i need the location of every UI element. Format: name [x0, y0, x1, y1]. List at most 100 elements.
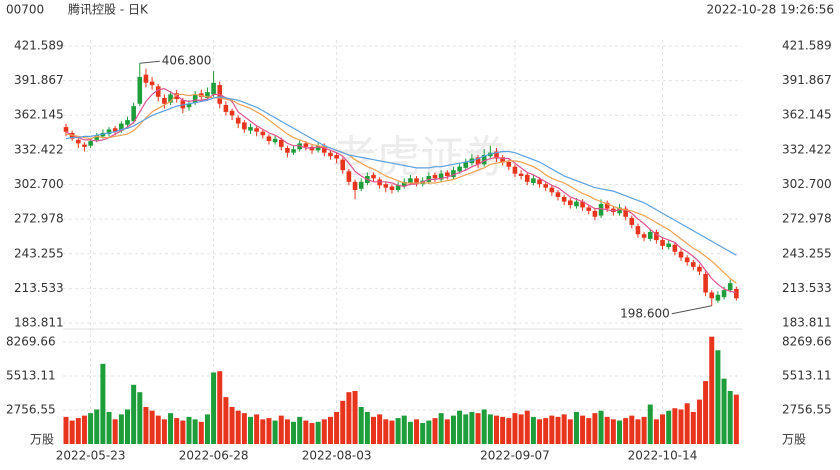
volume-bar — [635, 419, 641, 444]
candle-body — [352, 181, 358, 190]
volume-bar — [660, 414, 666, 444]
volume-bar — [297, 416, 303, 444]
volume-bar — [573, 411, 579, 444]
volume-bar — [272, 420, 278, 444]
volume-bar — [204, 414, 210, 444]
volume-bar — [696, 399, 702, 444]
candle-body — [475, 157, 481, 165]
volume-bar — [426, 420, 432, 444]
y-tick-label: 362.145 — [14, 108, 64, 122]
candle-body — [248, 127, 253, 131]
candle-body — [660, 240, 665, 246]
candle-body — [445, 172, 450, 176]
volume-bar — [63, 416, 69, 444]
x-tick-label: 2022-10-14 — [628, 449, 698, 463]
y-tick-label-right: 332.422 — [782, 142, 832, 156]
y-tick-label: 213.533 — [14, 281, 64, 295]
volume-tick-label-right: 5513.11 — [782, 368, 832, 382]
volume-bar — [106, 411, 112, 444]
y-tick-label: 391.867 — [14, 73, 64, 87]
candle-body — [358, 181, 364, 189]
volume-bar — [432, 418, 438, 444]
annotation-leader — [671, 305, 712, 315]
ma-line — [65, 96, 737, 256]
candle-body — [346, 171, 352, 182]
volume-bar — [555, 416, 561, 444]
timestamp: 2022-10-28 19:26:56 — [707, 3, 834, 17]
candle-body — [414, 178, 419, 183]
volume-bar — [229, 406, 235, 444]
volume-bar — [389, 420, 395, 444]
volume-bar — [198, 421, 204, 444]
candle-body — [568, 200, 573, 206]
candle-body — [438, 173, 444, 180]
candle-body — [672, 244, 678, 252]
candle-body — [641, 234, 647, 238]
candle-body — [272, 138, 278, 143]
y-tick-label-right: 302.700 — [782, 177, 832, 191]
volume-bar — [371, 416, 376, 444]
candle-body — [76, 139, 81, 144]
candle-body — [666, 243, 671, 248]
volume-bar — [444, 419, 450, 444]
volume-bar — [303, 420, 309, 444]
candle-body — [94, 135, 100, 140]
candle-body — [192, 94, 198, 103]
volume-bar — [192, 419, 198, 444]
candle-body — [229, 110, 235, 116]
candle-body — [598, 203, 604, 216]
y-tick-label-right: 183.811 — [782, 316, 832, 330]
candle-body — [678, 251, 684, 258]
volume-bar — [254, 414, 260, 444]
y-tick-label-right: 391.867 — [782, 73, 832, 87]
y-tick-label-right: 362.145 — [782, 108, 832, 122]
candle-body — [574, 201, 579, 207]
volume-bar — [248, 416, 253, 444]
candle-body — [580, 201, 585, 208]
volume-bar — [186, 416, 192, 444]
volume-bar — [395, 418, 401, 444]
volume-bar — [315, 421, 321, 444]
candle-body — [697, 266, 702, 272]
volume-bar — [463, 414, 469, 444]
candle-body — [260, 131, 266, 136]
candle-body — [143, 74, 149, 83]
candle-body — [155, 86, 161, 97]
candle-body — [328, 152, 333, 157]
candle-body — [278, 139, 284, 147]
candle-body — [254, 128, 259, 132]
candle-body — [211, 82, 216, 95]
candle-body — [242, 122, 247, 130]
candle-body — [285, 148, 290, 153]
volume-bar — [727, 390, 733, 444]
y-tick-label: 302.700 — [14, 177, 64, 191]
volume-unit: 万股 — [30, 433, 54, 447]
volume-bar — [180, 420, 186, 444]
volume-bar — [407, 421, 413, 444]
x-tick-label: 2022-09-07 — [480, 449, 550, 463]
volume-bar — [690, 411, 696, 444]
candle-body — [125, 120, 130, 125]
volume-bar — [561, 414, 567, 444]
y-tick-label: 183.811 — [14, 316, 64, 330]
volume-bar — [352, 390, 358, 444]
volume-bar — [284, 419, 290, 444]
volume-bar — [346, 392, 352, 444]
volume-bar — [75, 418, 81, 444]
candle-body — [715, 294, 721, 301]
volume-bar — [168, 413, 174, 444]
volume-bar — [672, 408, 678, 444]
candle-body — [703, 273, 708, 293]
volume-bar — [592, 413, 598, 444]
candle-body — [531, 178, 536, 183]
volume-bar — [223, 397, 229, 444]
volume-bar — [327, 416, 333, 444]
volume-bar — [586, 418, 592, 444]
candle-body — [432, 174, 438, 179]
candle-body — [537, 179, 542, 185]
volume-bar — [149, 410, 155, 444]
y-tick-label: 272.978 — [14, 212, 64, 226]
candle-body — [303, 143, 309, 147]
volume-bar — [678, 409, 684, 444]
